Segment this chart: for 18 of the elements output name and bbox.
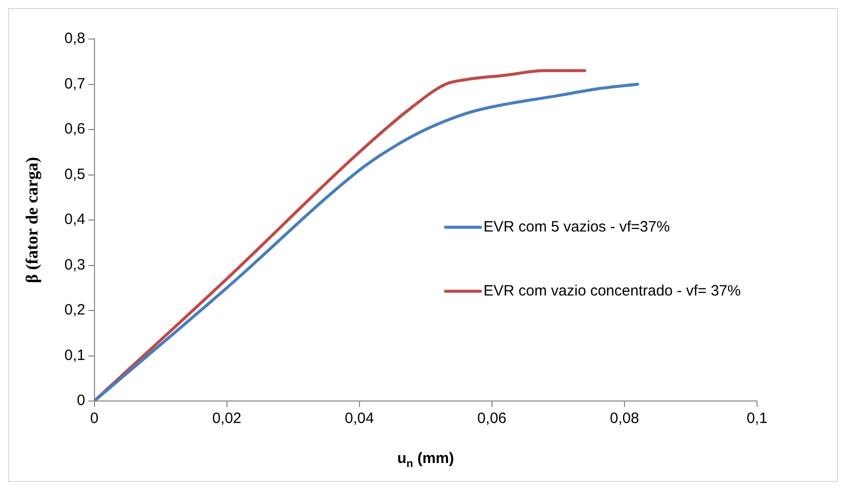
x-tick-label: 0,06: [477, 410, 506, 428]
y-tick-label: 0,5: [64, 166, 86, 183]
y-tick-label: 0,1: [64, 346, 86, 364]
y-axis-title: β (fator de carga): [22, 156, 42, 284]
x-tick-label: 0,02: [212, 410, 242, 428]
y-tick-label: 0,2: [64, 302, 86, 319]
y-tick-label: 0,6: [64, 120, 86, 138]
legend-label: EVR com vazio concentrado - vf= 37%: [484, 282, 741, 300]
x-tick-label: 0,08: [610, 410, 640, 428]
x-tick-label: 0: [90, 410, 98, 428]
y-tick-label: 0: [76, 392, 86, 410]
x-tick-label: 0,1: [746, 410, 768, 428]
y-tick-label: 0,3: [64, 256, 86, 274]
y-tick-label: 0,7: [64, 75, 86, 92]
legend-label: EVR com 5 vazios - vf=37%: [484, 218, 670, 236]
x-tick-label: 0,04: [344, 410, 374, 428]
y-tick-label: 0,8: [64, 30, 86, 48]
y-tick-label: 0,4: [64, 211, 86, 228]
